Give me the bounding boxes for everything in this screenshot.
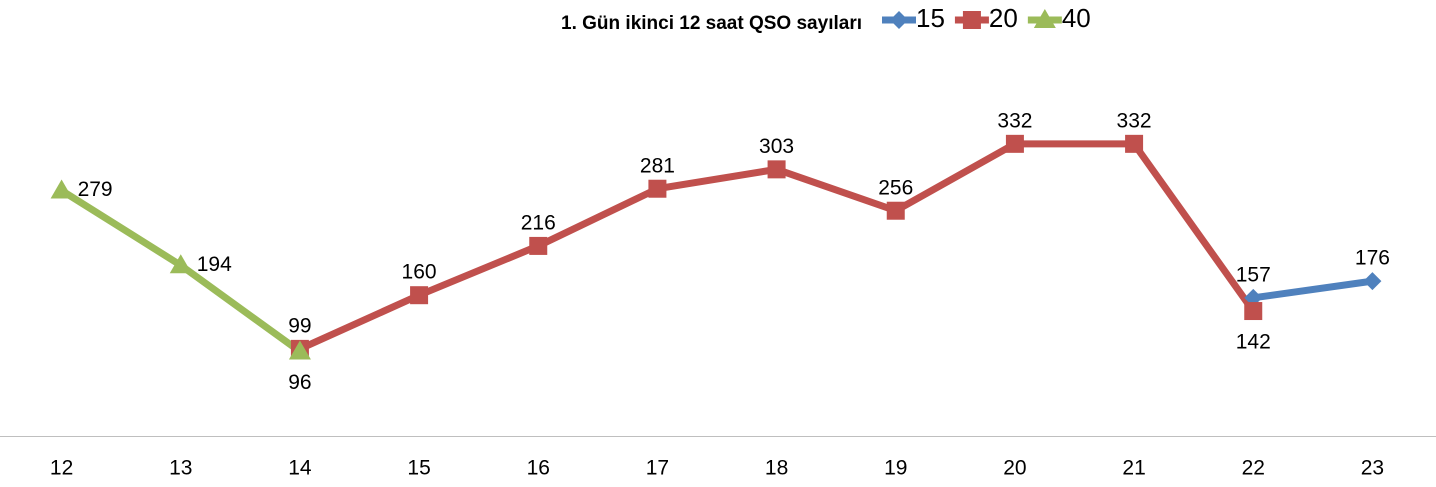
x-tick-label: 21 [1122, 457, 1145, 480]
legend-label: 15 [916, 3, 945, 33]
x-tick-label: 13 [169, 457, 192, 480]
data-label: 281 [640, 154, 675, 177]
marker [962, 11, 981, 29]
marker [648, 179, 667, 198]
marker [890, 11, 908, 29]
data-label: 157 [1236, 263, 1271, 286]
x-tick-label: 16 [527, 457, 550, 480]
data-label: 303 [759, 135, 794, 158]
marker [288, 340, 311, 360]
data-label: 332 [997, 109, 1032, 132]
legend-label: 40 [1062, 3, 1091, 33]
x-tick-label: 20 [1003, 457, 1026, 480]
marker [1033, 9, 1056, 28]
x-tick-label: 18 [765, 457, 788, 480]
data-label: 142 [1236, 331, 1271, 354]
marker [529, 236, 548, 255]
marker [1363, 272, 1382, 291]
data-label: 332 [1117, 109, 1152, 132]
x-tick-label: 14 [288, 457, 312, 480]
marker [1125, 134, 1144, 153]
data-label: 176 [1355, 247, 1390, 270]
series-line [1252, 277, 1373, 302]
data-label: 256 [878, 176, 913, 199]
x-tick-label: 15 [407, 457, 430, 480]
chart-title: 1. Gün ikinci 12 saat QSO sayıları [561, 13, 862, 34]
marker [1244, 302, 1263, 321]
x-tick-label: 23 [1361, 457, 1384, 480]
marker [886, 201, 905, 220]
marker [50, 179, 73, 199]
x-tick-label: 19 [884, 457, 907, 480]
data-label: 194 [197, 253, 232, 276]
data-label: 99 [288, 314, 311, 337]
data-label: 160 [402, 261, 437, 284]
data-label: 279 [78, 178, 113, 201]
data-label: 96 [288, 371, 311, 394]
legend-label: 20 [989, 3, 1018, 33]
data-label: 216 [521, 211, 556, 234]
marker [1005, 134, 1024, 153]
x-tick-label: 22 [1242, 457, 1265, 480]
marker [767, 160, 786, 179]
marker [410, 286, 429, 305]
marker [169, 254, 192, 274]
x-tick-label: 17 [646, 457, 669, 480]
x-tick-label: 12 [50, 457, 73, 480]
